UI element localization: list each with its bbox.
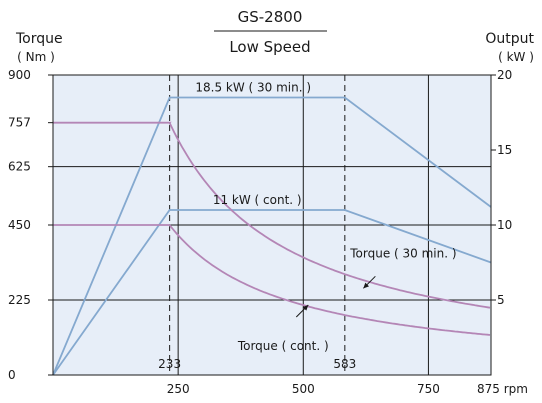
right-axis-label: Output <box>485 31 534 47</box>
left-tick-label: 757 <box>8 116 31 130</box>
series-group <box>52 96 492 376</box>
chart-subtitle: Low Speed <box>229 38 310 56</box>
left-axis-unit: ( Nm ) <box>17 50 55 64</box>
left-tick-label: 225 <box>8 293 31 307</box>
x-tick-label: 750 <box>417 382 440 396</box>
annotation-label: 18.5 kW ( 30 min. ) <box>195 81 311 95</box>
ticks: 0 225 450 625 757 900 5 10 15 20 250 500 750 875 rpm 2… <box>8 68 528 396</box>
marker-label: 583 <box>333 357 356 371</box>
right-tick-label: 10 <box>497 218 512 232</box>
left-tick-label: 625 <box>8 160 31 174</box>
left-tick-label: 450 <box>8 218 31 232</box>
marker-label: 233 <box>158 357 181 371</box>
x-tick-label: 500 <box>292 382 315 396</box>
left-axis-label: Torque <box>15 31 63 47</box>
series-line <box>53 121 491 309</box>
right-tick-label: 20 <box>497 68 512 82</box>
left-tick-label: 0 <box>8 368 16 382</box>
right-axis-unit: ( kW ) <box>498 50 534 64</box>
left-tick-label: 900 <box>8 68 31 82</box>
x-tick-label: 250 <box>167 382 190 396</box>
right-tick-label: 15 <box>497 143 512 157</box>
series-line <box>53 224 491 336</box>
series-line <box>52 96 492 376</box>
chart-title: GS-2800 <box>238 8 303 26</box>
x-tick-label: 875 rpm <box>477 382 528 396</box>
annotation-label: 11 kW ( cont. ) <box>213 193 302 207</box>
annotation-label: Torque ( 30 min. ) <box>349 247 456 261</box>
annotation-arrowhead <box>363 282 370 289</box>
annotation-arrowhead <box>302 305 309 311</box>
series-line <box>52 209 492 376</box>
annotations: 18.5 kW ( 30 min. ) 11 kW ( cont. ) Torque… <box>195 81 456 354</box>
right-tick-label: 5 <box>497 293 505 307</box>
annotation-label: Torque ( cont. ) <box>237 339 329 353</box>
